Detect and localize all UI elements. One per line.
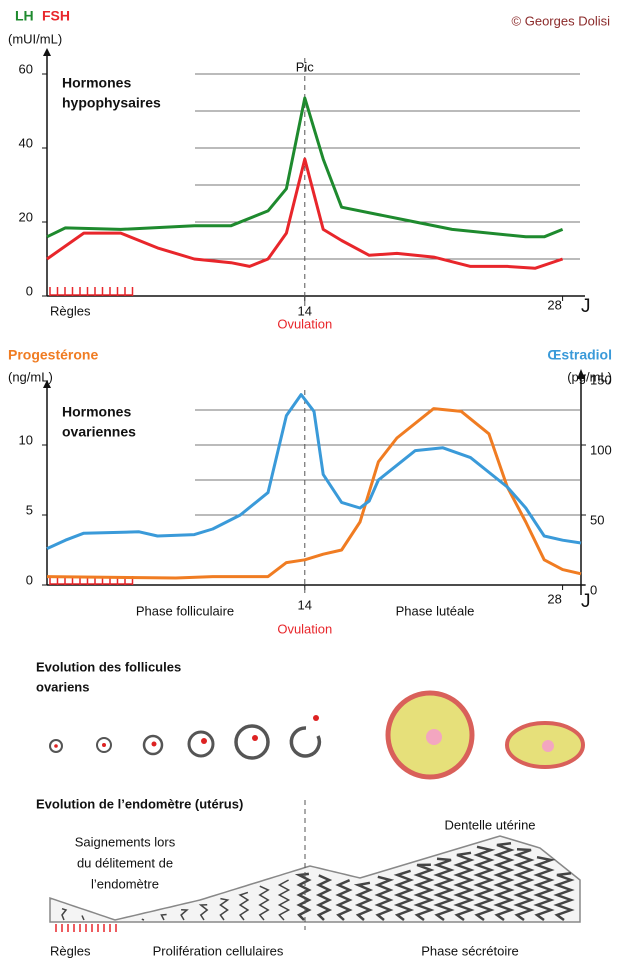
y2-tick-label: 150 [590, 372, 612, 387]
phase-label: Prolifération cellulaires [153, 943, 284, 958]
x-axis-label: J [581, 591, 591, 612]
y-axis-label: (mUI/mL) [8, 31, 62, 46]
chart-annotation: hypophysaires [62, 95, 161, 111]
gland [294, 872, 312, 921]
gland [473, 845, 496, 922]
gland [141, 918, 145, 921]
y-tick-label: 20 [19, 209, 33, 224]
gland [160, 913, 167, 921]
chart-annotation: ovariennes [62, 424, 136, 440]
gland [413, 863, 435, 922]
x-tick-label: 28 [547, 297, 561, 312]
gland [258, 885, 270, 921]
gland [61, 907, 68, 921]
section-title: ovariens [36, 679, 89, 694]
phase-label: Phase sécrétoire [421, 943, 519, 958]
y-tick-label: 60 [19, 61, 33, 76]
legend-label: Œstradiol [547, 347, 612, 363]
gland [353, 881, 374, 921]
peak-label: Pic [296, 59, 315, 74]
gland [433, 857, 455, 922]
event-label: Ovulation [277, 316, 332, 331]
gland [180, 909, 189, 921]
annotation: du délitement de [77, 855, 173, 870]
annotation: l’endomètre [91, 876, 159, 891]
legend-label: LH [15, 8, 34, 24]
gland [238, 891, 250, 921]
y2-axis-label: (pg/mL) [567, 369, 612, 384]
gland [513, 847, 535, 922]
y2-tick-label: 0 [590, 582, 597, 597]
annotation: Saignements lors [75, 834, 176, 849]
legend-label: FSH [42, 8, 70, 24]
legend-label: Progestérone [8, 347, 98, 363]
axis-arrow [43, 380, 51, 388]
series-line [46, 407, 582, 580]
follicle-drawings [49, 690, 585, 780]
annotation: Dentelle utérine [444, 817, 535, 832]
y-tick-label: 0 [26, 283, 33, 298]
series-line [46, 393, 582, 550]
section-title: Evolution de l’endomètre (utérus) [36, 796, 243, 811]
event-label: Règles [50, 303, 91, 318]
section-title: Evolution des follicules [36, 659, 181, 674]
gland [335, 879, 353, 921]
gland [277, 879, 291, 921]
y-tick-label: 40 [19, 135, 33, 150]
y-tick-label: 10 [19, 432, 33, 447]
x-axis-label: J [581, 296, 591, 317]
phase-label: Règles [50, 943, 91, 958]
event-label: Ovulation [277, 621, 332, 636]
y2-tick-label: 50 [590, 512, 604, 527]
gland [393, 869, 415, 921]
y2-tick-label: 100 [590, 442, 612, 457]
gland [81, 915, 85, 921]
copyright: © Georges Dolisi [512, 13, 611, 28]
series-line [46, 157, 564, 270]
gland [315, 874, 333, 921]
gland [219, 897, 230, 921]
gland [553, 871, 575, 922]
endometrium-drawing [49, 800, 581, 932]
event-label: Phase lutéale [396, 603, 475, 618]
x-tick-label: 28 [547, 591, 561, 606]
gland [533, 855, 556, 922]
series-line [46, 96, 564, 239]
x-tick-label: 14 [298, 597, 312, 612]
axis-arrow [577, 369, 585, 379]
gland [198, 904, 209, 921]
x-tick-label: 14 [298, 303, 312, 318]
gland [453, 851, 475, 922]
y-axis-label: (ng/mL) [8, 369, 53, 384]
event-label: Phase folliculaire [136, 603, 234, 618]
gland [493, 841, 515, 922]
chart-annotation: Hormones [62, 404, 131, 420]
gland [374, 875, 395, 921]
y-tick-label: 5 [26, 502, 33, 517]
axis-arrow [43, 48, 51, 56]
chart-annotation: Hormones [62, 75, 131, 91]
y-tick-label: 0 [26, 572, 33, 587]
